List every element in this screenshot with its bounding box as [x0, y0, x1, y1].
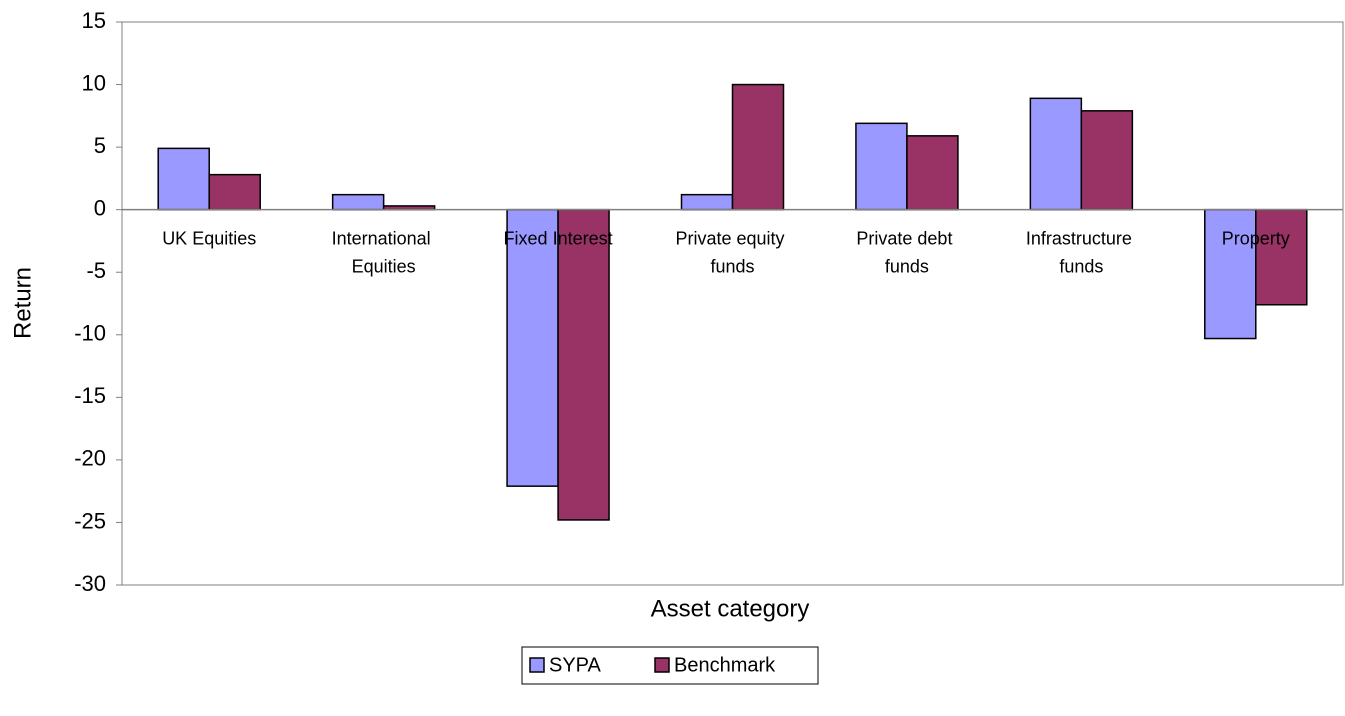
legend-label: SYPA	[549, 654, 602, 676]
bar	[506, 208, 559, 487]
y-tick-label: 10	[82, 70, 106, 95]
bar	[1080, 110, 1134, 211]
y-tick-label: 15	[82, 8, 106, 33]
x-tick-label: Property	[1222, 228, 1290, 248]
y-tick-label: -30	[74, 571, 106, 596]
y-tick-label: -5	[86, 258, 106, 283]
y-tick-label: 5	[94, 133, 106, 158]
y-tick-label: -15	[74, 383, 106, 408]
x-tick-label: Private equity funds	[675, 228, 789, 276]
bar	[855, 122, 908, 211]
bar	[331, 193, 385, 211]
plot-area	[121, 21, 1344, 586]
legend-label: Benchmark	[674, 654, 776, 676]
bar	[1255, 208, 1308, 306]
x-tick-label: Fixed Interest	[504, 228, 613, 248]
y-tick-label: -20	[74, 446, 106, 471]
x-tick-label: UK Equities	[162, 228, 256, 248]
x-tick-label: Infrastructure funds	[1026, 228, 1137, 276]
y-axis-title: Return	[9, 267, 36, 339]
bar	[906, 135, 959, 211]
legend-swatch	[529, 657, 545, 673]
bar	[680, 193, 734, 211]
legend-box	[521, 646, 819, 685]
bar	[731, 83, 785, 211]
bar	[1029, 97, 1083, 211]
x-tick-label: International Equities	[332, 228, 436, 276]
bar	[157, 147, 210, 211]
bar	[208, 173, 261, 211]
bar	[557, 208, 610, 521]
x-tick-label: Private debt funds	[856, 228, 957, 276]
x-axis-title: Asset category	[651, 595, 810, 622]
y-tick-label: 0	[94, 195, 106, 220]
y-tick-label: -10	[74, 321, 106, 346]
y-tick-label: -25	[74, 508, 106, 533]
bar	[1204, 208, 1257, 340]
legend-swatch	[654, 657, 670, 673]
